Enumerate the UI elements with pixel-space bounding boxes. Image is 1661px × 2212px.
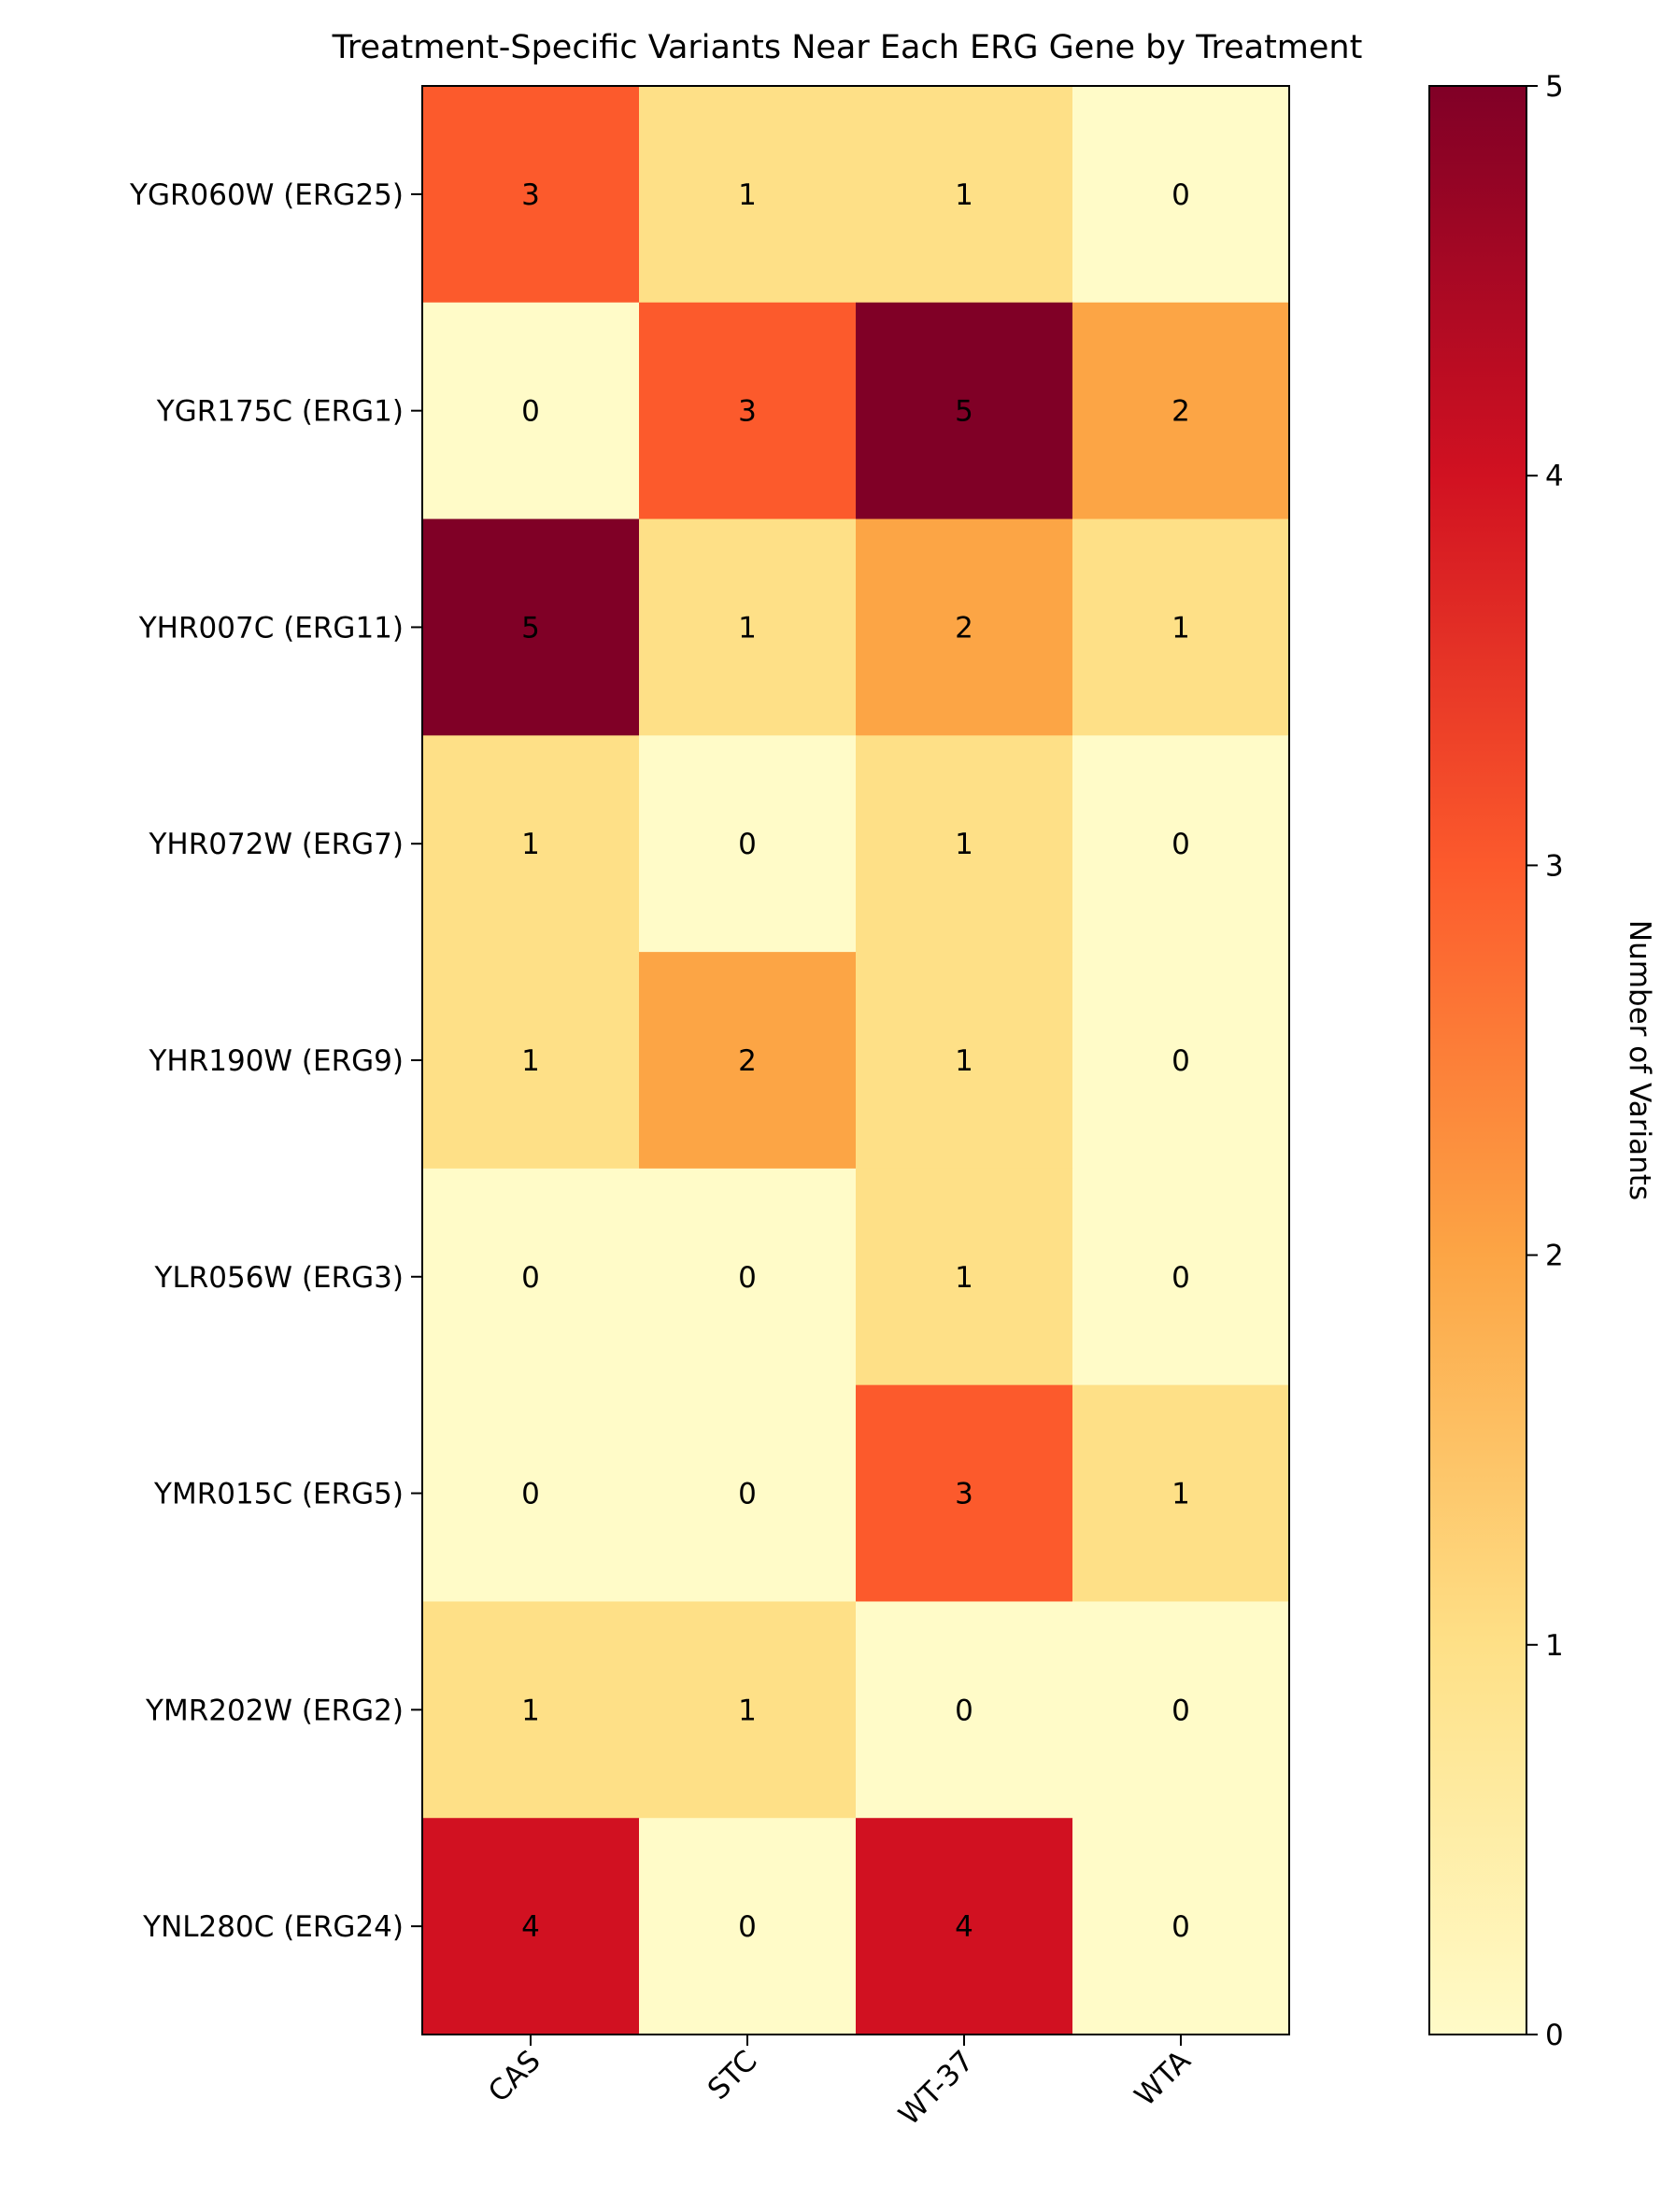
- heatmap-cell: [639, 735, 857, 953]
- colorbar-tick-label: 0: [1545, 2019, 1564, 2052]
- heatmap-cell: [639, 518, 857, 736]
- cell-value-label: 2: [1171, 395, 1190, 429]
- cell-value-label: 0: [738, 1910, 757, 1944]
- colorbar-label: Number of Variants: [1623, 920, 1656, 1200]
- y-tick-label: YGR060W (ERG25): [129, 178, 404, 212]
- cell-value-label: 0: [1171, 1261, 1190, 1295]
- cell-value-label: 3: [955, 1478, 973, 1511]
- y-tick-label: YHR072W (ERG7): [148, 828, 404, 861]
- cell-value-label: 0: [1171, 828, 1190, 861]
- cell-value-label: 0: [1171, 1044, 1190, 1078]
- cell-value-label: 0: [955, 1694, 973, 1727]
- heatmap-cell: [639, 1384, 857, 1602]
- cell-value-label: 5: [521, 611, 540, 645]
- y-tick-label: YNL280C (ERG24): [142, 1910, 404, 1944]
- heatmap-cell: [1072, 302, 1290, 520]
- cell-value-label: 1: [738, 178, 757, 212]
- colorbar-ticks: 0 1 2 3 4 5: [1526, 70, 1564, 2052]
- cell-value-label: 0: [738, 1478, 757, 1511]
- y-tick-label: YGR175C (ERG1): [156, 395, 404, 429]
- heatmap-cell: [1072, 735, 1290, 953]
- cell-value-label: 0: [1171, 1694, 1190, 1727]
- cell-value-label: 4: [521, 1910, 540, 1944]
- heatmap-cell: [639, 1818, 857, 2035]
- cell-value-label: 2: [955, 611, 973, 645]
- heatmap-cell: [1072, 518, 1290, 736]
- y-tick-label: YLR056W (ERG3): [154, 1261, 404, 1295]
- cell-value-label: 0: [738, 828, 757, 861]
- cell-value-label: 1: [738, 611, 757, 645]
- colorbar: 0 1 2 3 4 5 Number of Variants: [1428, 70, 1656, 2052]
- heatmap-cell: [422, 86, 640, 304]
- cell-value-label: 1: [738, 1694, 757, 1727]
- colorbar-tick-label: 1: [1545, 1629, 1564, 1663]
- heatmap-cell: [856, 1818, 1073, 2035]
- heatmap-cell: [1072, 1601, 1290, 1819]
- heatmap-cell: [639, 1601, 857, 1819]
- heatmap-cell: [856, 1601, 1073, 1819]
- heatmap-cell: [1072, 1168, 1290, 1386]
- cell-value-label: 0: [1171, 178, 1190, 212]
- heatmap-cell: [422, 1818, 640, 2035]
- heatmap-cell: [422, 518, 640, 736]
- heatmap-cell: [856, 86, 1073, 304]
- heatmap-cell: [856, 735, 1073, 953]
- cell-value-label: 1: [521, 828, 540, 861]
- colorbar-tick-label: 5: [1545, 70, 1564, 104]
- heatmap-cell: [1072, 86, 1290, 304]
- heatmap-cell: [422, 1168, 640, 1386]
- cell-value-labels: 3 1 1 0 0 3 5 2 5 1 2 1 1 0 1 0 1 2 1 0 0 0 1 0 0 0 3 1 1 1 0 0 4 0 4 0: [521, 178, 1190, 1944]
- y-tick-label: YMR202W (ERG2): [145, 1694, 404, 1727]
- heatmap-cell: [856, 518, 1073, 736]
- heatmap-cell: [856, 302, 1073, 520]
- cell-value-label: 1: [1171, 1478, 1190, 1511]
- heatmap-cells: [422, 86, 1290, 2035]
- heatmap-cell: [422, 735, 640, 953]
- colorbar-tick-label: 3: [1545, 849, 1564, 883]
- heatmap-cell: [856, 952, 1073, 1170]
- cell-value-label: 0: [1171, 1910, 1190, 1944]
- cell-value-label: 1: [955, 178, 973, 212]
- cell-value-label: 3: [521, 178, 540, 212]
- cell-value-label: 0: [738, 1261, 757, 1295]
- heatmap-cell: [1072, 952, 1290, 1170]
- heatmap-cell: [639, 952, 857, 1170]
- chart-title: Treatment-Specific Variants Near Each ER…: [332, 29, 1363, 66]
- y-tick-label: YMR015C (ERG5): [153, 1478, 404, 1511]
- cell-value-label: 5: [955, 395, 973, 429]
- heatmap-cell: [1072, 1384, 1290, 1602]
- colorbar-gradient: [1428, 85, 1527, 2035]
- cell-value-label: 0: [521, 1261, 540, 1295]
- y-axis: YGR060W (ERG25) YGR175C (ERG1) YHR007C (ER…: [129, 178, 422, 1944]
- cell-value-label: 0: [521, 1478, 540, 1511]
- cell-value-label: 1: [955, 1261, 973, 1295]
- heatmap-cell: [422, 1384, 640, 1602]
- cell-value-label: 1: [521, 1044, 540, 1078]
- cell-value-label: 1: [1171, 611, 1190, 645]
- heatmap-cell: [422, 952, 640, 1170]
- y-tick-label: YHR190W (ERG9): [148, 1044, 404, 1078]
- heatmap-cell: [856, 1384, 1073, 1602]
- cell-value-label: 1: [955, 828, 973, 861]
- cell-value-label: 2: [738, 1044, 757, 1078]
- heatmap-cell: [639, 1168, 857, 1386]
- colorbar-tick-label: 2: [1545, 1240, 1564, 1273]
- cell-value-label: 1: [521, 1694, 540, 1727]
- y-tick-label: YHR007C (ERG11): [138, 611, 404, 645]
- colorbar-tick-label: 4: [1545, 460, 1564, 493]
- cell-value-label: 3: [738, 395, 757, 429]
- heatmap-cell: [856, 1168, 1073, 1386]
- cell-value-label: 4: [955, 1910, 973, 1944]
- heatmap-cell: [639, 86, 857, 304]
- cell-value-label: 1: [955, 1044, 973, 1078]
- heatmap-cell: [1072, 1818, 1290, 2035]
- heatmap-cell: [422, 1601, 640, 1819]
- heatmap-cell: [422, 302, 640, 520]
- heatmap-cell: [639, 302, 857, 520]
- cell-value-label: 0: [521, 395, 540, 429]
